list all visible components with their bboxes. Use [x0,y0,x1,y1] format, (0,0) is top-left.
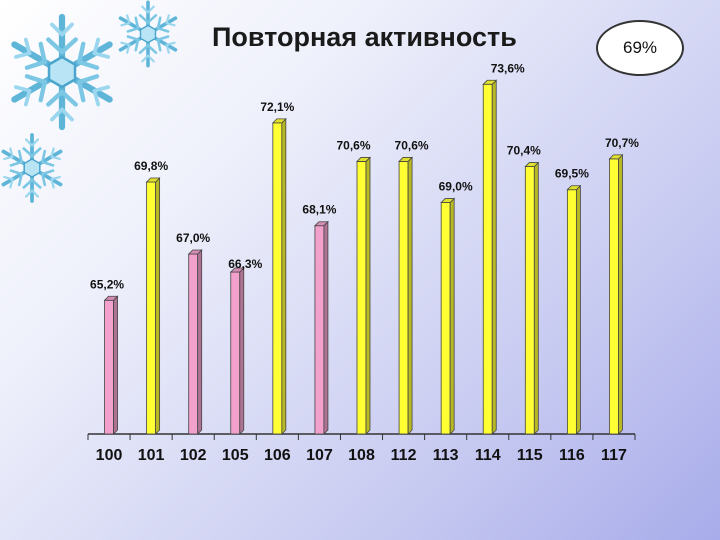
value-label: 70,6% [395,138,429,152]
value-labels-group: 65,2% 69,8% 67,0% 66,3% 72,1% 68,1% 70,6% 70,6%… [90,61,639,291]
value-label: 69,5% [555,167,589,181]
category-label: 112 [391,447,417,464]
bar-108 [356,156,371,435]
category-label: 105 [222,447,249,464]
average-badge: 69% [596,20,684,76]
bar-105 [229,267,245,435]
category-label: 107 [306,447,333,464]
category-label: 101 [138,447,165,464]
bar-100 [103,295,119,435]
bar-116 [566,184,582,435]
x-axis-ticks [87,434,636,440]
value-label: 70,6% [336,138,370,152]
value-label: 70,7% [605,136,639,150]
bar-113 [440,197,456,435]
value-label: 73,6% [491,61,525,75]
bar-101 [145,177,161,435]
category-label: 106 [264,447,291,464]
bar-102 [187,249,203,435]
value-label: 70,4% [507,144,541,158]
value-label: 67,0% [176,231,210,245]
value-label: 66,3% [228,257,262,271]
category-labels-group: 100 101 102 105 106 107 108 112 113 114 115 116 117 [96,447,627,464]
bars-group [103,79,624,435]
value-label: 69,0% [439,180,473,194]
category-label: 117 [601,447,627,464]
page-title: Повторная активность [212,22,517,52]
bar-117 [608,153,624,435]
category-label: 100 [96,447,123,464]
category-label: 108 [348,447,375,464]
bar-106 [271,117,287,435]
category-label: 102 [180,447,207,464]
value-label: 68,1% [302,203,336,217]
category-label: 115 [517,447,543,464]
value-label: 72,1% [260,100,294,114]
category-label: 114 [475,447,501,464]
bar-115 [524,161,540,435]
value-label: 69,8% [134,159,168,173]
bar-112 [398,156,414,435]
category-label: 116 [559,447,585,464]
bar-114 [482,79,498,435]
value-label: 65,2% [90,277,124,291]
category-label: 113 [433,447,459,464]
bar-107 [313,220,329,435]
